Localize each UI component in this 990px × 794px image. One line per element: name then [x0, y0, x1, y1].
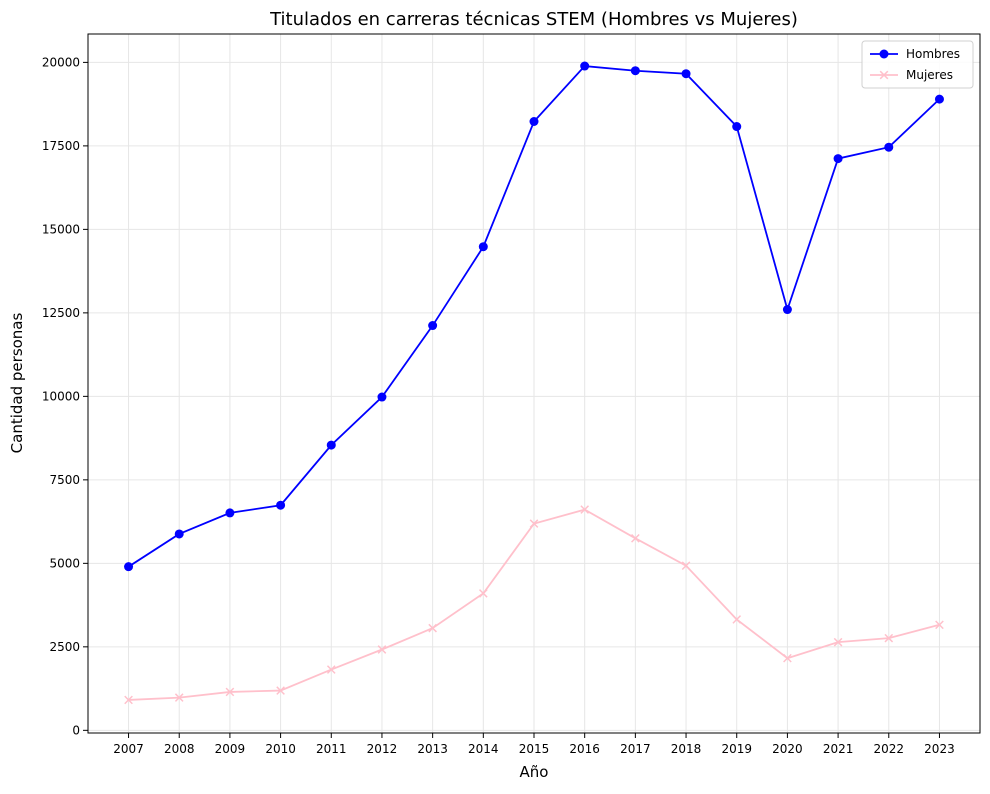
data-point-mujeres	[935, 620, 944, 630]
legend-label-mujeres: Mujeres	[906, 68, 953, 82]
x-tick-label: 2022	[873, 742, 904, 756]
data-point-hombres	[884, 142, 894, 152]
x-marker-stroke	[478, 589, 488, 598]
x-marker-stroke	[529, 519, 539, 528]
x-tick-label: 2020	[772, 742, 803, 756]
data-point-hombres	[580, 61, 590, 71]
data-point-mujeres	[681, 561, 691, 571]
legend-label-hombres: Hombres	[906, 47, 960, 61]
x-marker-stroke	[174, 693, 184, 702]
data-point-hombres	[681, 69, 691, 79]
y-tick-label: 10000	[42, 389, 80, 403]
data-point-mujeres	[580, 505, 590, 514]
plot-area	[124, 61, 944, 705]
x-tick-label: 2023	[924, 742, 955, 756]
x-marker-stroke	[225, 687, 235, 697]
y-tick-label: 12500	[42, 306, 80, 320]
y-tick-label: 17500	[42, 139, 80, 153]
data-point-hombres	[174, 529, 184, 539]
y-tick-label: 15000	[42, 222, 80, 236]
x-tick-label: 2015	[519, 742, 550, 756]
y-tick-label: 20000	[42, 55, 80, 69]
y-tick-label: 5000	[49, 556, 80, 570]
data-point-mujeres	[631, 533, 640, 543]
x-tick-label: 2021	[823, 742, 854, 756]
legend-frame	[861, 40, 974, 89]
legend-marker-mujeres	[879, 70, 889, 80]
x-tick-label: 2013	[417, 742, 448, 756]
x-marker-stroke	[276, 686, 285, 695]
x-marker-stroke	[326, 665, 336, 674]
x-axis-label: Año	[520, 763, 549, 781]
x-tick-label: 2019	[721, 742, 752, 756]
data-point-hombres	[630, 66, 640, 76]
data-point-hombres	[428, 321, 438, 331]
legend-marker-hombres	[879, 49, 889, 59]
data-point-hombres	[377, 392, 387, 402]
data-point-hombres	[732, 122, 742, 132]
data-point-hombres	[782, 305, 792, 315]
y-axis-label: Cantidad personas	[8, 312, 26, 453]
x-marker-stroke	[428, 623, 437, 633]
data-point-mujeres	[326, 665, 336, 674]
x-marker-stroke	[681, 561, 691, 571]
data-point-mujeres	[428, 623, 437, 633]
data-point-mujeres	[478, 589, 488, 598]
x-axis: 2007 2008 2009 2010 2011 2012 2013 2014 2015 2016…	[113, 733, 955, 756]
x-marker-stroke	[580, 505, 590, 514]
x-tick-label: 2009	[215, 742, 246, 756]
x-marker-stroke	[833, 637, 843, 647]
data-point-mujeres	[783, 653, 792, 663]
y-tick-label: 7500	[49, 473, 80, 487]
x-tick-label: 2018	[671, 742, 702, 756]
x-tick-label: 2016	[569, 742, 600, 756]
y-axis: 0 2500 5000 7500 10000 12500 15000 17500 20000	[42, 55, 88, 737]
legend: Hombres Mujeres	[861, 40, 974, 89]
x-tick-label: 2014	[468, 742, 499, 756]
x-tick-label: 2010	[265, 742, 296, 756]
data-point-mujeres	[174, 693, 184, 702]
x-tick-label: 2017	[620, 742, 651, 756]
data-point-hombres	[326, 440, 336, 450]
data-point-hombres	[478, 242, 488, 252]
data-point-hombres	[276, 500, 286, 510]
data-point-hombres	[529, 117, 539, 127]
data-point-mujeres	[884, 633, 894, 643]
x-marker-stroke	[631, 533, 640, 543]
x-tick-label: 2008	[164, 742, 195, 756]
chart-title: Titulados en carreras técnicas STEM (Hom…	[269, 9, 798, 30]
data-point-hombres	[124, 562, 134, 572]
data-point-mujeres	[732, 615, 742, 624]
data-point-hombres	[833, 154, 843, 164]
y-tick-label: 2500	[49, 640, 80, 654]
x-tick-label: 2007	[113, 742, 144, 756]
data-point-mujeres	[377, 645, 387, 654]
data-point-mujeres	[124, 695, 133, 705]
x-marker-stroke	[935, 620, 944, 630]
data-point-hombres	[934, 94, 944, 104]
x-marker-stroke	[783, 653, 792, 663]
x-marker-stroke	[377, 645, 387, 654]
y-tick-label: 0	[72, 723, 80, 737]
data-point-mujeres	[529, 519, 539, 528]
x-tick-label: 2011	[316, 742, 347, 756]
x-marker-stroke	[124, 695, 133, 705]
x-marker-stroke	[879, 70, 889, 80]
data-point-mujeres	[276, 686, 285, 695]
grid	[88, 34, 980, 733]
data-point-mujeres	[225, 687, 235, 697]
x-tick-label: 2012	[367, 742, 398, 756]
x-marker-stroke	[884, 633, 894, 643]
data-point-mujeres	[833, 637, 843, 647]
x-marker-stroke	[732, 615, 742, 624]
data-point-hombres	[225, 508, 235, 518]
